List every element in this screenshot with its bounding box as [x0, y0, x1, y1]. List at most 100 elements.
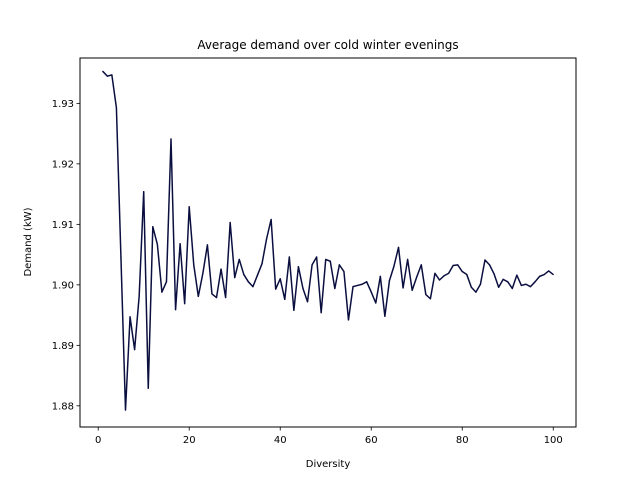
plot-frame: [79, 57, 577, 428]
data-point: [457, 264, 459, 266]
data-point: [220, 268, 222, 270]
data-point: [329, 260, 331, 262]
data-point: [206, 244, 209, 246]
data-point: [488, 264, 491, 266]
data-point: [529, 286, 532, 288]
data-point: [211, 293, 213, 295]
data-point: [243, 273, 245, 276]
data-point: [284, 298, 286, 300]
data-point: [352, 286, 354, 288]
data-point: [279, 278, 281, 280]
data-point: [115, 107, 117, 109]
data-point: [134, 348, 136, 351]
y-tick-label: 1.92: [52, 159, 74, 170]
data-point: [516, 274, 518, 276]
data-point: [552, 273, 554, 276]
data-point: [165, 281, 168, 283]
data-point: [434, 272, 436, 274]
y-tick-label: 1.93: [52, 99, 74, 110]
data-point: [520, 284, 522, 287]
data-point: [384, 315, 386, 317]
data-point: [275, 288, 277, 290]
data-point: [111, 74, 113, 76]
data-point: [466, 273, 468, 276]
y-tick-label: 1.89: [52, 341, 74, 352]
data-point: [366, 281, 368, 283]
data-point: [534, 281, 536, 283]
chart-title: Average demand over cold winter evenings: [197, 38, 458, 52]
data-point: [507, 281, 509, 283]
data-point: [156, 243, 158, 245]
data-point: [343, 270, 345, 273]
plot-area: [102, 70, 554, 411]
data-point: [338, 264, 340, 266]
data-point: [252, 286, 254, 288]
data-point: [484, 259, 486, 261]
data-point: [511, 287, 513, 290]
data-point: [498, 286, 500, 288]
x-axis: 0 20 40 60 80 100: [95, 427, 563, 446]
data-point: [143, 191, 145, 193]
data-point: [297, 266, 300, 268]
data-point: [525, 283, 527, 285]
data-point: [479, 283, 482, 285]
data-point: [325, 258, 327, 261]
data-point: [193, 264, 195, 266]
data-point: [347, 319, 350, 321]
data-point: [120, 257, 122, 259]
data-point: [270, 218, 272, 221]
y-axis-label: Demand (kW): [23, 207, 34, 276]
data-point: [438, 279, 441, 281]
data-point: [370, 291, 372, 293]
data-point: [548, 270, 550, 272]
data-point: [106, 75, 108, 77]
data-point: [256, 274, 259, 276]
data-point: [311, 264, 313, 266]
data-point: [461, 270, 463, 273]
data-point: [225, 296, 227, 299]
data-point: [388, 280, 391, 282]
data-point: [238, 258, 240, 261]
y-axis: 1.88 1.89 1.90 1.91 1.92 1.93: [52, 99, 80, 412]
data-point: [543, 273, 545, 276]
data-point: [416, 276, 418, 278]
data-point: [356, 284, 359, 287]
data-point: [161, 291, 163, 293]
data-point: [184, 303, 186, 305]
data-point: [452, 264, 454, 267]
data-point: [379, 275, 381, 277]
data-point: [188, 206, 190, 208]
data-point: [152, 226, 154, 228]
data-point: [147, 387, 149, 389]
data-point: [334, 287, 336, 290]
x-tick-label: 80: [456, 435, 469, 446]
y-tick-label: 1.91: [52, 220, 74, 231]
data-point: [407, 258, 409, 261]
x-tick-label: 100: [544, 435, 563, 446]
series-line-0: [102, 70, 554, 411]
data-point: [179, 243, 181, 245]
data-point: [138, 295, 140, 297]
data-point: [265, 238, 268, 240]
x-tick-label: 60: [365, 435, 378, 446]
data-point: [170, 138, 172, 140]
data-point: [502, 278, 504, 280]
data-point: [234, 276, 236, 279]
data-point: [229, 221, 231, 224]
data-point: [124, 409, 127, 411]
data-point: [429, 298, 431, 300]
data-point: [302, 287, 304, 290]
data-point: [393, 265, 395, 267]
data-point: [420, 264, 422, 266]
x-tick-label: 20: [183, 435, 196, 446]
data-point: [247, 281, 249, 283]
x-tick-label: 0: [95, 435, 101, 446]
data-point: [447, 272, 450, 274]
x-tick-label: 40: [274, 435, 287, 446]
data-point: [493, 273, 495, 275]
data-point: [129, 316, 131, 318]
data-point: [174, 309, 177, 311]
data-point: [539, 275, 541, 277]
data-point: [293, 309, 295, 311]
